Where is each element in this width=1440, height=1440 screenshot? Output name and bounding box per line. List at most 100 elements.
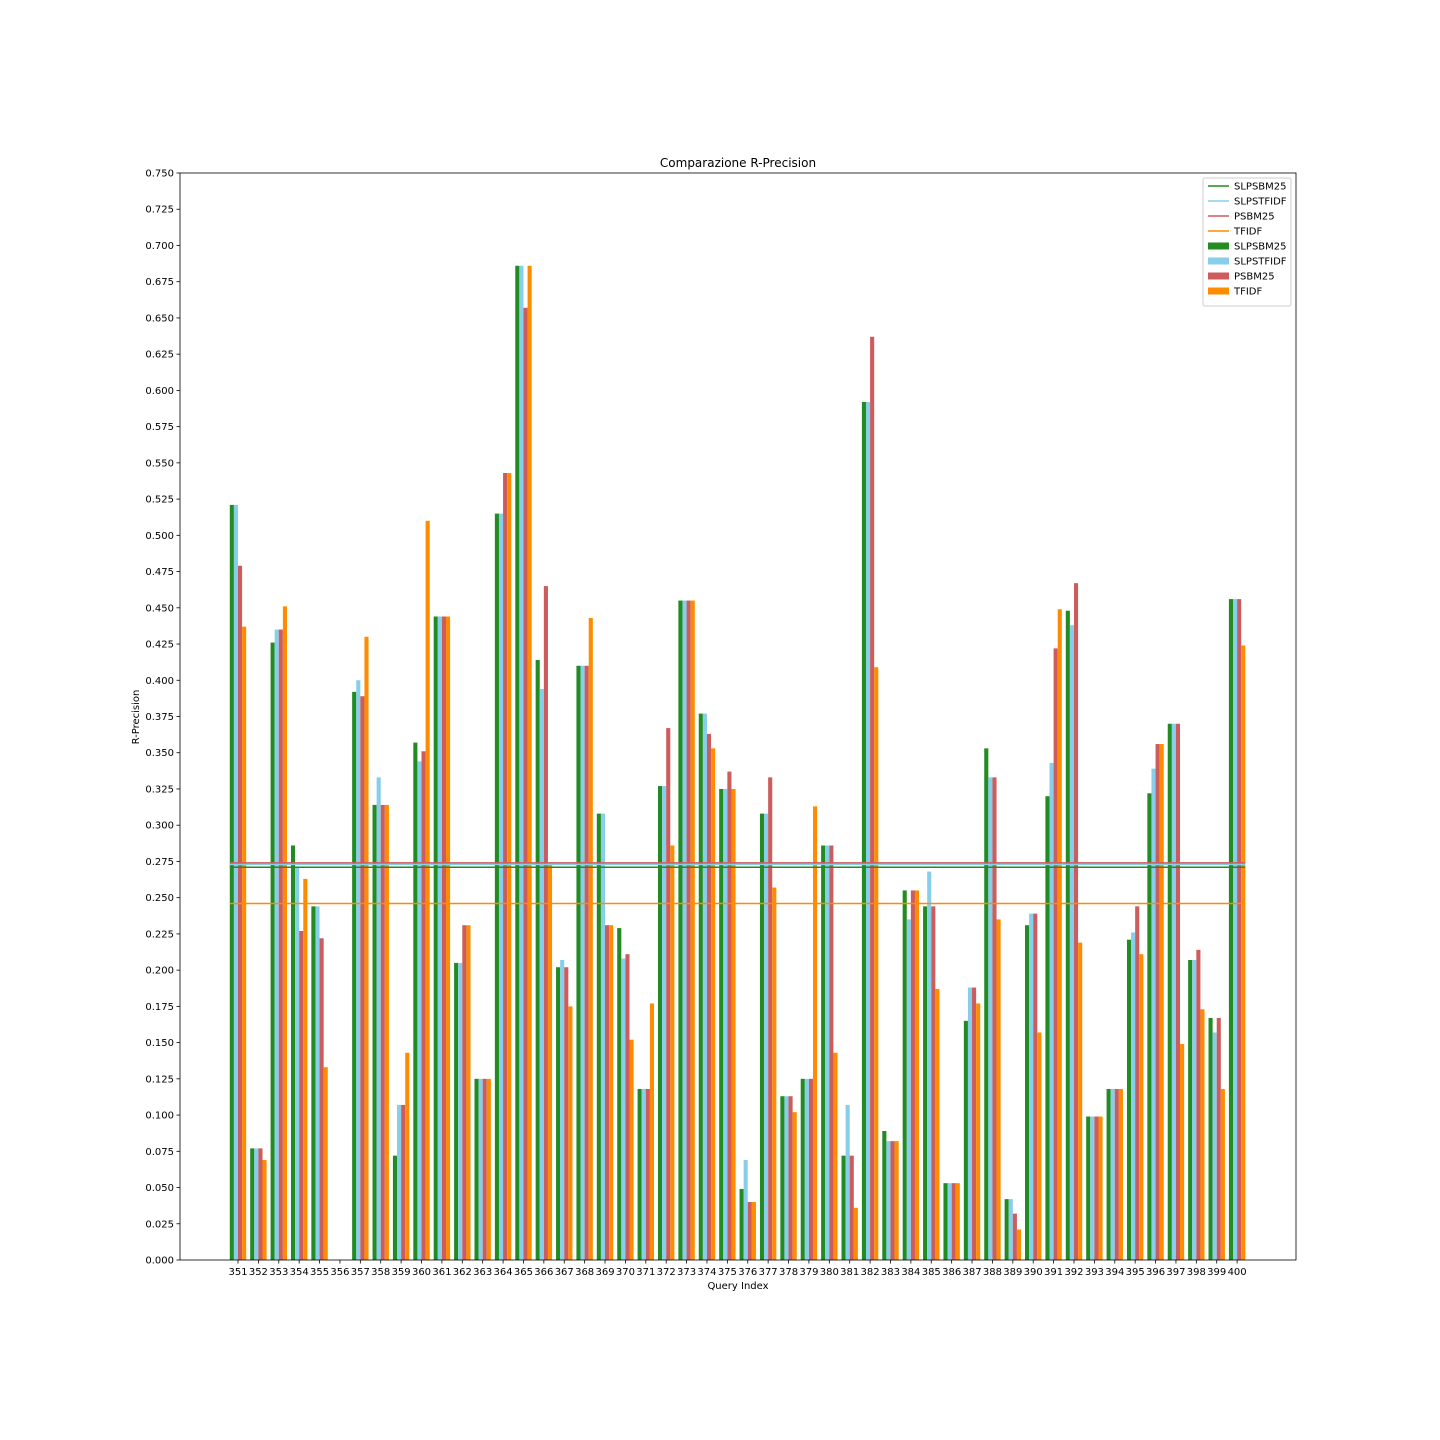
bar-psbm25-352 — [258, 1148, 263, 1260]
bar-tfidf-363 — [486, 1078, 491, 1260]
x-tick-label: 386 — [942, 1267, 961, 1278]
bar-tfidf-387 — [976, 1003, 981, 1260]
x-tick-label: 372 — [657, 1267, 676, 1278]
x-tick-label: 376 — [738, 1267, 757, 1278]
x-tick-label: 392 — [1064, 1267, 1083, 1278]
bar-psbm25-394 — [1114, 1088, 1119, 1260]
bar-tfidf-396 — [1159, 744, 1164, 1260]
bar-slpstfidf-369 — [600, 813, 606, 1260]
x-tick-label: 354 — [290, 1267, 309, 1278]
x-tick-label: 381 — [840, 1267, 859, 1278]
bar-slpstfidf-389 — [1008, 1199, 1013, 1260]
x-tick-label: 362 — [453, 1267, 472, 1278]
x-tick-label: 369 — [595, 1267, 614, 1278]
bar-tfidf-371 — [649, 1003, 654, 1260]
bar-tfidf-379 — [813, 806, 818, 1260]
bar-tfidf-393 — [1098, 1116, 1103, 1260]
x-tick-label: 388 — [983, 1267, 1002, 1278]
bar-psbm25-396 — [1155, 744, 1160, 1260]
x-tick-label: 364 — [494, 1267, 513, 1278]
y-tick-label: 0.750 — [145, 169, 174, 180]
y-tick-label: 0.000 — [145, 1256, 174, 1267]
bar-psbm25-400 — [1237, 599, 1242, 1260]
bar-slpsbm25-354 — [290, 845, 296, 1260]
legend-bar-swatch — [1208, 242, 1229, 250]
bar-tfidf-388 — [996, 919, 1001, 1260]
y-tick-label: 0.100 — [145, 1111, 174, 1122]
bar-slpstfidf-372 — [662, 786, 667, 1260]
bar-slpsbm25-378 — [780, 1096, 785, 1260]
bar-slpsbm25-394 — [1106, 1088, 1111, 1260]
bar-tfidf-368 — [588, 617, 593, 1260]
bar-slpstfidf-380 — [825, 845, 830, 1260]
bar-psbm25-383 — [890, 1141, 895, 1260]
x-tick-label: 379 — [799, 1267, 818, 1278]
y-tick-label: 0.300 — [145, 821, 174, 832]
x-tick-label: 394 — [1105, 1267, 1124, 1278]
x-tick-label: 358 — [371, 1267, 390, 1278]
bar-slpstfidf-391 — [1049, 762, 1054, 1260]
x-tick-label: 375 — [718, 1267, 737, 1278]
bar-tfidf-361 — [446, 616, 451, 1260]
bar-tfidf-370 — [629, 1039, 634, 1260]
y-tick-label: 0.075 — [145, 1147, 174, 1158]
bar-slpsbm25-395 — [1126, 939, 1132, 1260]
x-tick-label: 374 — [697, 1267, 716, 1278]
bar-slpstfidf-362 — [458, 962, 463, 1260]
x-tick-label: 373 — [677, 1267, 696, 1278]
bar-psbm25-386 — [951, 1183, 956, 1260]
bar-psbm25-387 — [972, 987, 977, 1260]
x-tick-label: 366 — [534, 1267, 553, 1278]
x-tick-label: 396 — [1146, 1267, 1165, 1278]
bar-slpsbm25-379 — [800, 1078, 805, 1260]
bar-slpsbm25-369 — [596, 813, 601, 1260]
bar-slpsbm25-385 — [923, 906, 928, 1260]
x-tick-label: 399 — [1207, 1267, 1226, 1278]
bar-slpstfidf-379 — [804, 1078, 809, 1260]
bar-psbm25-379 — [808, 1078, 814, 1260]
y-tick-label: 0.375 — [145, 712, 174, 723]
bar-slpstfidf-375 — [723, 788, 728, 1260]
y-tick-label: 0.200 — [145, 966, 174, 977]
y-tick-label: 0.550 — [145, 458, 174, 469]
bar-slpstfidf-359 — [397, 1104, 402, 1260]
bar-slpsbm25-351 — [229, 504, 234, 1260]
y-tick-label: 0.450 — [145, 603, 174, 614]
y-tick-label: 0.625 — [145, 350, 174, 361]
bar-tfidf-390 — [1037, 1032, 1042, 1260]
bar-psbm25-372 — [666, 728, 671, 1260]
bar-psbm25-358 — [380, 804, 385, 1260]
y-tick-label: 0.275 — [145, 857, 174, 868]
bar-tfidf-399 — [1220, 1088, 1225, 1260]
bar-slpstfidf-387 — [967, 987, 973, 1260]
bar-slpsbm25-362 — [454, 962, 459, 1260]
bar-slpsbm25-365 — [515, 265, 520, 1260]
y-tick-label: 0.700 — [145, 241, 174, 252]
bar-slpsbm25-372 — [657, 786, 663, 1260]
bar-slpstfidf-370 — [621, 958, 626, 1260]
bar-slpstfidf-351 — [233, 504, 238, 1260]
bar-psbm25-378 — [788, 1096, 793, 1260]
y-tick-label: 0.225 — [145, 929, 174, 940]
x-tick-label: 359 — [392, 1267, 411, 1278]
chart-title: Comparazione R-Precision — [660, 156, 816, 170]
bar-slpsbm25-364 — [494, 513, 499, 1260]
y-tick-label: 0.675 — [145, 277, 174, 288]
bar-slpsbm25-380 — [821, 845, 826, 1260]
bar-tfidf-382 — [874, 667, 879, 1260]
y-tick-label: 0.175 — [145, 1002, 174, 1013]
bar-psbm25-363 — [482, 1078, 487, 1260]
bar-slpstfidf-384 — [906, 919, 911, 1260]
bar-psbm25-376 — [747, 1202, 752, 1260]
bar-slpsbm25-386 — [943, 1183, 948, 1260]
x-tick-label: 389 — [1003, 1267, 1022, 1278]
bar-slpsbm25-361 — [433, 616, 438, 1260]
bar-tfidf-400 — [1241, 645, 1246, 1260]
bar-slpsbm25-396 — [1147, 793, 1152, 1260]
bar-slpsbm25-376 — [739, 1188, 744, 1260]
bar-slpsbm25-355 — [311, 906, 316, 1260]
bar-slpstfidf-363 — [478, 1078, 483, 1260]
y-tick-label: 0.150 — [145, 1038, 174, 1049]
bar-slpsbm25-382 — [861, 401, 866, 1260]
